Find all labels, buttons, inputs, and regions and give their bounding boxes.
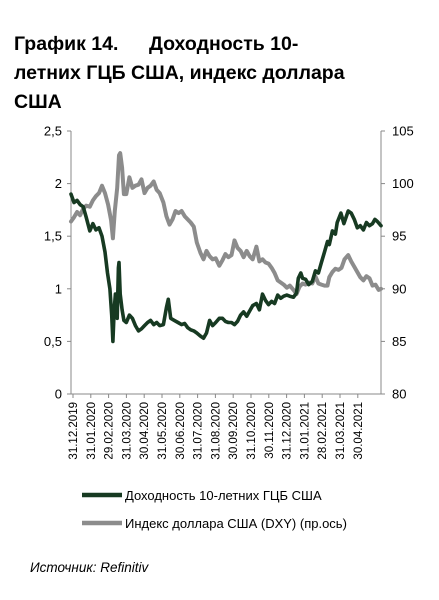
left-y-tick-label: 2 (55, 176, 62, 191)
x-tick-label: 30.04.2021 (353, 402, 365, 460)
dxy-series-line (69, 151, 383, 297)
x-tick-label: 31.01.2021 (299, 402, 311, 460)
chart-number: График 14. (14, 33, 119, 55)
x-tick-label: 31.03.2021 (335, 402, 347, 460)
x-tick-label: 31.12.2020 (282, 402, 294, 460)
x-tick-label: 31.05.2020 (157, 402, 169, 460)
x-tick-label: 31.03.2020 (121, 402, 133, 460)
x-tick-label: 28.02.2021 (317, 402, 329, 460)
left-y-tick-label: 0,5 (44, 334, 62, 349)
x-tick-label: 31.01.2020 (86, 402, 98, 460)
left-y-tick-label: 0 (55, 387, 62, 402)
right-y-tick-label: 95 (392, 229, 406, 244)
x-tick-label: 30.06.2020 (175, 402, 187, 460)
right-y-tick-label: 85 (392, 334, 406, 349)
right-y-tick-label: 80 (392, 387, 406, 402)
title-line-1: Доходность 10- (149, 33, 299, 55)
title-line-2: летних ГЦБ США, индекс доллара (14, 62, 345, 84)
left-y-tick-label: 1,5 (44, 229, 62, 244)
right-y-tick-label: 100 (392, 176, 414, 191)
left-y-tick-label: 2,5 (44, 124, 62, 139)
x-tick-label: 31.12.2019 (68, 402, 80, 460)
x-tick-label: 30.04.2020 (139, 402, 151, 460)
x-tick-label: 31.07.2020 (193, 402, 205, 460)
series-layer (69, 151, 383, 344)
legend-label: Индекс доллара США (DXY) (пр.ось) (125, 516, 347, 531)
tick-labels: 0 0,5 1 1,5 2 2,5 80 85 90 95 100 105 31.12.2019 31.0… (44, 124, 414, 460)
source-note: Источник: Refinitiv (30, 560, 149, 575)
x-tick-label: 30.09.2020 (228, 402, 240, 460)
legend: Доходность 10-летних ГЦБ США Индекс долла… (82, 488, 347, 531)
x-tick-label: 29.02.2020 (104, 402, 116, 460)
title-line-3: США (14, 91, 62, 113)
left-y-tick-label: 1 (55, 281, 62, 296)
x-tick-label: 30.11.2020 (264, 402, 276, 459)
x-tick-label: 31.08.2020 (210, 402, 222, 460)
x-tick-label: 31.10.2020 (246, 402, 258, 460)
chart-title: График 14. Доходность 10- летних ГЦБ США,… (14, 30, 414, 117)
yield-series-line (69, 192, 383, 344)
legend-label: Доходность 10-летних ГЦБ США (125, 488, 322, 503)
right-y-tick-label: 105 (392, 124, 414, 139)
right-y-tick-label: 90 (392, 281, 406, 296)
chart-axes (67, 130, 385, 398)
